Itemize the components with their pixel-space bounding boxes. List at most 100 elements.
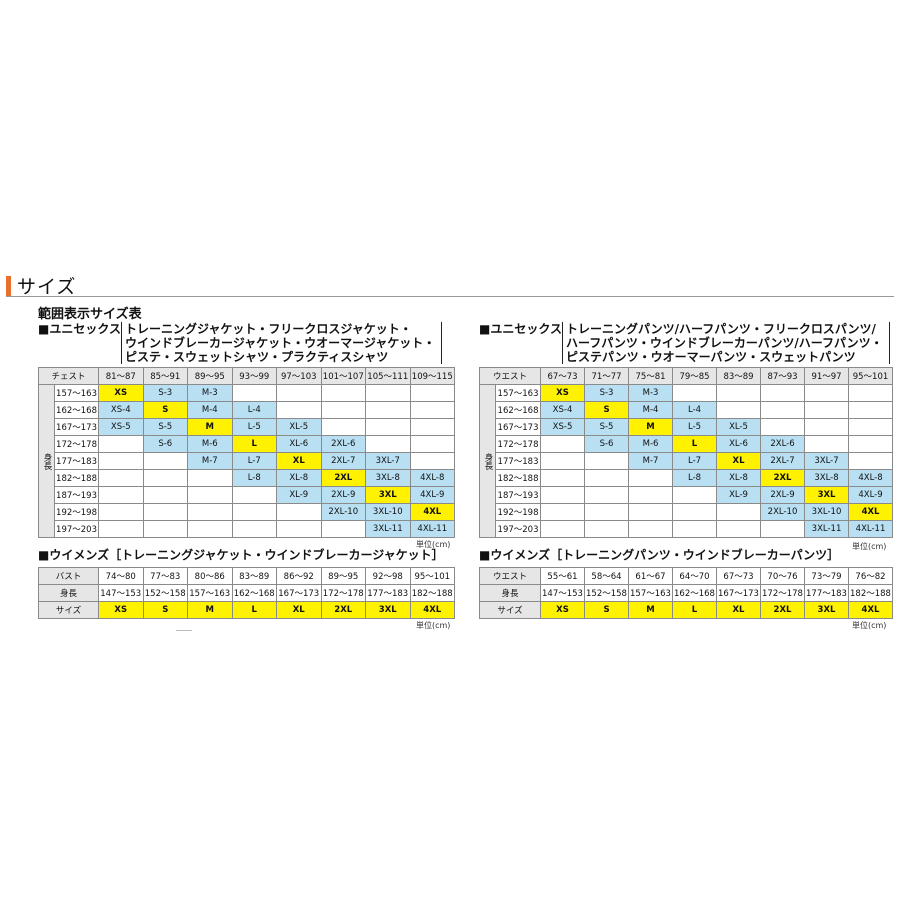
size-cell: L — [231, 601, 277, 619]
table-row: 187～193 XL-9 2XL-9 3XL 4XL-9 — [39, 486, 456, 504]
left-unisex-size-table: チェスト 81～87 85～91 89～95 93～99 97～103 101～107 105… — [37, 367, 456, 538]
empty-cell — [98, 452, 144, 470]
size-cell: M-3 — [187, 384, 233, 402]
empty-cell — [231, 520, 278, 538]
empty-cell — [142, 520, 189, 538]
size-cell: XL-6 — [716, 435, 762, 453]
right-womens-body: ウエスト 55～61 58～64 61～67 64～70 67～73 70～76 73～79 7… — [479, 567, 893, 619]
divider-mark — [176, 630, 192, 631]
measure-cell: 167～173 — [716, 584, 761, 602]
column-header-label: チェスト — [37, 367, 100, 385]
empty-cell — [760, 520, 806, 538]
measure-cell: 80～86 — [187, 567, 233, 585]
table-row: 167～173 XS-5 S-5 M L-5 XL-5 — [480, 418, 894, 436]
vertical-axis-label: 身長 — [479, 384, 496, 538]
row-header: 187～193 — [53, 486, 100, 504]
empty-cell — [804, 384, 850, 402]
size-cell: S — [142, 601, 188, 619]
size-cell: 3XL — [804, 601, 849, 619]
measure-cell: 182～188 — [848, 584, 893, 602]
empty-cell — [804, 418, 850, 436]
empty-cell — [320, 520, 367, 538]
size-cell: XL-9 — [276, 486, 322, 504]
measure-cell: 172～178 — [760, 584, 805, 602]
table-row: サイズ XS S M L XL 2XL 3XL 4XL — [38, 601, 455, 619]
size-cell: 4XL-8 — [409, 469, 456, 487]
empty-cell — [672, 503, 718, 521]
measure-cell: 157～163 — [187, 584, 233, 602]
empty-cell — [584, 452, 630, 470]
size-cell: 4XL — [848, 601, 893, 619]
left-unisex-items: トレーニングジャケット・フリークロスジャケット・ ウインドブレーカージャケット・… — [120, 322, 443, 364]
table-row: ウエスト 55～61 58～64 61～67 64～70 67～73 70～76 73～79 7… — [479, 567, 893, 585]
size-cell: 4XL — [409, 601, 455, 619]
right-unit-label: 単位(cm) — [852, 542, 887, 551]
table-row: 182～188 L-8 XL-8 2XL 3XL-8 4XL-8 — [39, 469, 456, 487]
empty-cell — [672, 520, 718, 538]
column-header: 87～93 — [760, 367, 806, 385]
size-cell: 2XL-9 — [320, 486, 367, 504]
size-cell: 2XL-10 — [760, 503, 806, 521]
table-row: 身長 157～163 XS S-3 M-3 — [479, 384, 894, 538]
measure-cell: 74～80 — [98, 567, 144, 585]
table-row: 197～203 3XL-11 4XL-11 — [39, 520, 456, 538]
empty-cell — [848, 452, 894, 470]
size-cell: 2XL — [320, 601, 366, 619]
empty-cell — [365, 384, 411, 402]
row-label: 身長 — [38, 584, 99, 602]
left-unit-label: 単位(cm) — [416, 540, 451, 549]
empty-cell — [365, 401, 411, 419]
column-header: 91～97 — [804, 367, 850, 385]
size-cell: 3XL-8 — [365, 469, 411, 487]
size-cell: L-4 — [231, 401, 278, 419]
right-unit-label-2: 単位(cm) — [852, 621, 887, 630]
empty-cell — [584, 520, 630, 538]
empty-cell — [848, 435, 894, 453]
size-cell: M-6 — [187, 435, 233, 453]
empty-cell — [584, 486, 630, 504]
measure-cell: 157～163 — [628, 584, 673, 602]
measure-cell: 172～178 — [320, 584, 366, 602]
row-label: ウエスト — [479, 567, 541, 585]
empty-cell — [98, 520, 144, 538]
measure-cell: 73～79 — [804, 567, 849, 585]
size-cell: S-5 — [142, 418, 189, 436]
size-cell: 2XL-6 — [320, 435, 367, 453]
size-cell: 2XL-7 — [320, 452, 367, 470]
table-row: 167～173 XS-5 S-5 M L-5 XL-5 — [39, 418, 456, 436]
right-womens-size-table: ウエスト 55～61 58～64 61～67 64～70 67～73 70～76 73～79 7… — [479, 567, 893, 619]
empty-cell — [716, 401, 762, 419]
size-cell: XL-8 — [716, 469, 762, 487]
empty-cell — [231, 503, 278, 521]
table-row: 身長 157～163 XS S-3 M-3 — [38, 384, 456, 538]
size-cell: 2XL-10 — [320, 503, 367, 521]
size-cell: XL-8 — [276, 469, 322, 487]
size-cell: XS-5 — [98, 418, 144, 436]
size-cell: S-6 — [142, 435, 189, 453]
size-cell: 2XL — [760, 469, 806, 487]
left-unisex-body: チェスト 81～87 85～91 89～95 93～99 97～103 101～107 105… — [37, 367, 456, 538]
size-cell: M-3 — [628, 384, 674, 402]
table-row: 172～178 S-6 M-6 L XL-6 2XL-6 — [39, 435, 456, 453]
row-header: 197～203 — [53, 520, 100, 538]
empty-cell — [848, 401, 894, 419]
empty-cell — [760, 401, 806, 419]
size-cell: 4XL-9 — [409, 486, 456, 504]
size-cell: 3XL-7 — [365, 452, 411, 470]
row-header: 192～198 — [494, 503, 542, 521]
left-unisex-item: ピステ・スウェットシャツ・プラクティスシャツ — [124, 350, 389, 364]
right-womens-heading: ■ウイメンズ［トレーニングパンツ・ウインドブレーカーパンツ］ — [479, 548, 839, 562]
empty-cell — [584, 503, 630, 521]
table-row: 172～178 S-6 M-6 L XL-6 2XL-6 — [480, 435, 894, 453]
row-header: 182～188 — [53, 469, 100, 487]
empty-cell — [716, 520, 762, 538]
measure-cell: 162～168 — [231, 584, 277, 602]
measure-cell: 177～183 — [365, 584, 411, 602]
measure-cell: 61～67 — [628, 567, 673, 585]
measure-cell: 70～76 — [760, 567, 805, 585]
size-cell: S-3 — [584, 384, 630, 402]
empty-cell — [276, 520, 322, 538]
column-header: 75～81 — [628, 367, 674, 385]
column-header: 79～85 — [672, 367, 718, 385]
size-cell: L — [672, 435, 718, 453]
